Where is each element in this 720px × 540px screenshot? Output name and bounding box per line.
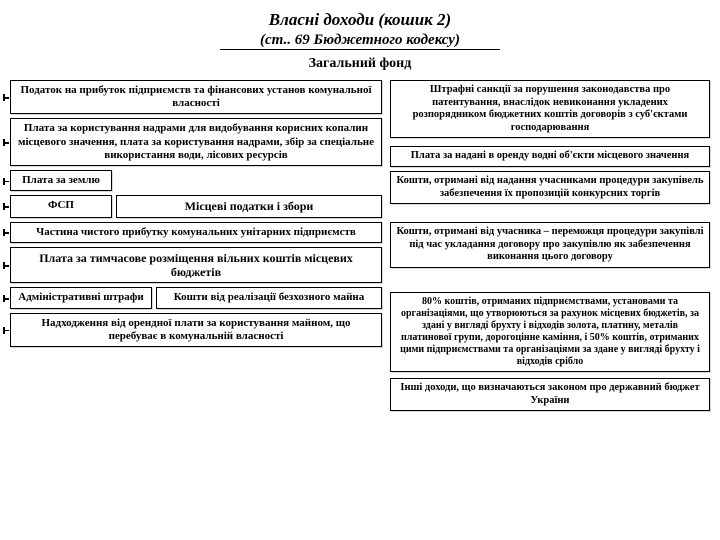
box-procurement-security: Кошти, отримані від надання учасниками п… [390,171,710,204]
page-title: Власні доходи (кошик 2) [10,10,710,30]
columns-container: Податок на прибуток підприємств та фінан… [10,80,710,411]
box-local-taxes: Місцеві податки і збори [116,195,382,217]
box-net-profit-share: Частина чистого прибутку комунальних уні… [10,222,382,243]
box-ownerless-property: Кошти від реалізації безхозного майна [156,287,382,308]
fund-label: Загальний фонд [10,56,710,72]
box-scrap-metals: 80% коштів, отриманих підприємствами, ус… [390,292,710,372]
box-land-fee: Плата за землю [10,170,112,191]
box-temp-placement: Плата за тимчасове розміщення вільних ко… [10,247,382,284]
right-column: Штрафні санкції за порушення законодавст… [390,80,710,411]
box-admin-fines: Адміністративні штрафи [10,287,152,308]
box-other-income: Інші доходи, що визначаються законом про… [390,378,710,411]
box-penalties: Штрафні санкції за порушення законодавст… [390,80,710,138]
box-water-lease: Плата за надані в оренду водні об'єкти м… [390,146,710,167]
box-subsoil-use: Плата за користування надрами для видобу… [10,118,382,166]
box-rent-income: Надходження від орендної плати за корист… [10,313,382,347]
page-subtitle: (ст.. 69 Бюджетного кодексу) [220,32,500,50]
left-column: Податок на прибуток підприємств та фінан… [10,80,382,411]
box-winner-security: Кошти, отримані від учасника – переможця… [390,222,710,268]
box-fsp: ФСП [10,195,112,217]
box-tax-profit: Податок на прибуток підприємств та фінан… [10,80,382,114]
